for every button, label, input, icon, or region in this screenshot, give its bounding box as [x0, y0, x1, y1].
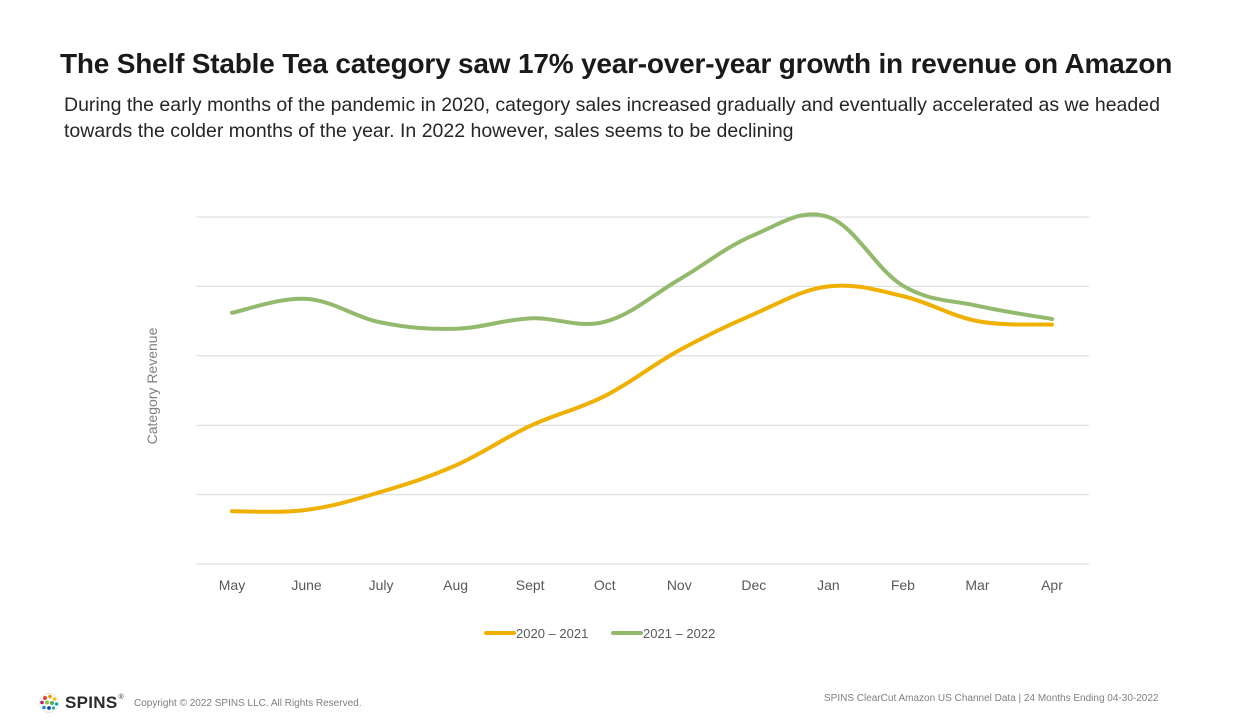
x-tick-label: Aug [443, 577, 468, 593]
spins-logo: SPINS ® [37, 692, 124, 714]
series-line-2020-2021 [230, 283, 1054, 514]
logo-wordmark: SPINS [65, 693, 118, 712]
x-tick-label: Jan [817, 577, 840, 593]
x-axis-ticks: May June July Aug Sept Oct Nov Dec Jan Feb Mar Apr [219, 577, 1063, 593]
x-tick-label: Feb [891, 577, 915, 593]
x-tick-label: Dec [741, 577, 766, 593]
y-axis-label: Category Revenue [144, 327, 160, 444]
series-lines [230, 212, 1054, 514]
chart-legend: 2020 – 2021 2021 – 2022 [484, 626, 715, 641]
gridlines [196, 216, 1089, 565]
series-line-2021-2022 [230, 212, 1054, 331]
legend-label: 2021 – 2022 [643, 626, 715, 641]
x-tick-label: Apr [1041, 577, 1063, 593]
x-tick-label: Nov [667, 577, 692, 593]
page-subtitle: During the early months of the pandemic … [64, 94, 1160, 142]
x-tick-label: Oct [594, 577, 616, 593]
x-tick-label: Mar [965, 577, 989, 593]
copyright-text: Copyright © 2022 SPINS LLC. All Rights R… [134, 698, 362, 709]
page-title: The Shelf Stable Tea category saw 17% ye… [60, 48, 1173, 79]
x-tick-label: July [369, 577, 394, 593]
x-tick-label: June [291, 577, 322, 593]
spins-globe-icon [39, 693, 59, 713]
logo-registered-mark: ® [118, 693, 124, 701]
x-tick-label: May [219, 577, 245, 593]
x-tick-label: Sept [516, 577, 545, 593]
legend-label: 2020 – 2021 [516, 626, 588, 641]
data-source-text: SPINS ClearCut Amazon US Channel Data | … [824, 693, 1159, 704]
